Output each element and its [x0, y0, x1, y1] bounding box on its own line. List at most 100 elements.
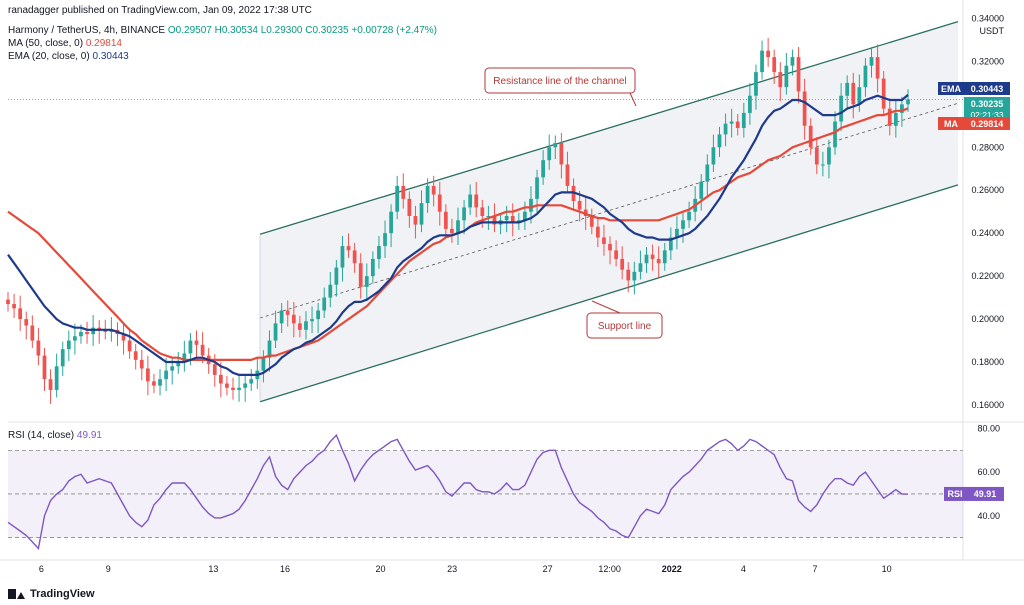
price-tag-bg — [964, 82, 1010, 95]
candle-body — [492, 216, 497, 225]
candle-body — [401, 185, 406, 199]
price-tag[interactable]: EMA 0.30443 — [938, 82, 1010, 95]
candle-body — [310, 319, 314, 322]
price-tag-bg — [964, 117, 1010, 130]
candle-body — [152, 381, 156, 386]
candle-body — [656, 258, 661, 264]
candle-body — [328, 284, 333, 298]
ma-legend[interactable]: MA (50, close, 0) 0.29814 — [8, 37, 122, 50]
candle-body — [346, 246, 351, 251]
publisher-line: ranadagger published on TradingView.com,… — [8, 5, 312, 16]
rsi-tick-label: 40.00 — [977, 511, 1000, 521]
candle-body — [638, 263, 643, 272]
candle-body — [468, 194, 473, 208]
candle-body — [425, 185, 430, 204]
candle-body — [681, 220, 685, 229]
candle-body — [334, 267, 339, 285]
candle-body — [370, 258, 375, 277]
candle-body — [748, 95, 752, 113]
ema20-line[interactable] — [7, 94, 909, 376]
candle-body — [450, 228, 454, 234]
time-tick-label: 9 — [106, 564, 111, 574]
candle-body — [54, 366, 59, 390]
candle-body — [711, 147, 716, 165]
candle-body — [480, 207, 485, 216]
rsi-tag-bg — [966, 486, 1004, 501]
candle-body — [565, 164, 570, 186]
candle-body — [383, 233, 387, 247]
candle-body — [212, 364, 217, 375]
candle-body — [662, 250, 667, 264]
candle-body — [547, 147, 552, 161]
candle-body — [437, 194, 442, 212]
candle-body — [474, 194, 479, 208]
candle-body — [614, 250, 618, 259]
resistance-callout[interactable]: Resistance line of the channel — [484, 67, 637, 107]
rsi-tag-value: 49.91 — [974, 489, 997, 499]
candle-body — [486, 216, 491, 217]
tradingview-logo-icon — [8, 589, 26, 599]
candle-body — [857, 87, 862, 105]
resistance-callout-pointer — [629, 92, 637, 107]
support-line[interactable] — [259, 184, 959, 403]
candle-body — [322, 297, 327, 311]
candle-body — [85, 331, 89, 335]
candle-body — [510, 216, 515, 223]
ma-legend-value: 0.29814 — [85, 38, 122, 49]
candle-body — [79, 331, 83, 337]
candle-body — [267, 340, 272, 358]
candle-body — [796, 57, 801, 92]
candle-body — [535, 177, 539, 199]
ema-legend-label: EMA (20, close, 0) — [8, 51, 90, 62]
candle-body — [389, 211, 393, 234]
candle-body — [188, 340, 193, 354]
candle-body — [559, 142, 564, 165]
rsi-price-tag[interactable]: RSI 49.91 — [944, 486, 1004, 501]
rsi-line[interactable] — [7, 433, 909, 550]
candle-body — [620, 258, 625, 270]
candle-body — [462, 207, 466, 221]
resistance-line[interactable] — [259, 21, 959, 235]
price-tick-label: 0.24000 — [971, 228, 1004, 238]
candle-body — [419, 203, 424, 225]
price-tag-label-bg — [938, 117, 964, 130]
support-callout[interactable]: Support line — [586, 300, 663, 339]
candle-body — [194, 340, 199, 345]
symbol-title[interactable]: Harmony / TetherUS, 4h, BINANCE — [8, 25, 166, 36]
rsi-tick-label: 60.00 — [977, 467, 1000, 477]
tradingview-logo[interactable]: TradingView — [8, 588, 95, 600]
candle-body — [243, 383, 248, 388]
candle-body — [851, 82, 856, 105]
candle-body — [316, 310, 321, 320]
candle-body — [237, 387, 241, 390]
time-tick-label: 27 — [543, 564, 553, 574]
price-tag-label-bg — [938, 82, 964, 95]
rsi-legend-value: 49.91 — [76, 430, 102, 441]
rsi-tag-label-bg — [944, 486, 966, 501]
candle-body — [121, 334, 126, 341]
price-tick-label: 0.16000 — [971, 400, 1004, 410]
candle-body — [48, 379, 53, 390]
candle-body — [291, 314, 296, 324]
candle-body — [66, 340, 71, 350]
candle-body — [24, 319, 29, 326]
candle-body — [632, 271, 637, 281]
price-axis: 0.340000.320000.300000.280000.260000.240… — [971, 13, 1004, 410]
price-tick-label: 0.22000 — [971, 271, 1004, 281]
rsi-legend[interactable]: RSI (14, close) 49.91 — [8, 429, 102, 442]
ema-legend[interactable]: EMA (20, close, 0) 0.30443 — [8, 50, 129, 63]
candle-body — [364, 276, 369, 287]
time-tick-label: 10 — [882, 564, 892, 574]
candle-body — [790, 57, 795, 66]
candle-body — [595, 226, 600, 238]
candle-body — [814, 147, 819, 165]
candle-body — [182, 353, 187, 363]
rsi-tick-label: 80.00 — [977, 424, 1000, 434]
candle-body — [443, 211, 448, 229]
candle-body — [772, 57, 777, 73]
price-tag[interactable]: MA 0.29814 — [938, 117, 1010, 130]
candle-body — [760, 50, 764, 73]
candle-body — [735, 121, 740, 128]
candle-body — [18, 308, 23, 320]
